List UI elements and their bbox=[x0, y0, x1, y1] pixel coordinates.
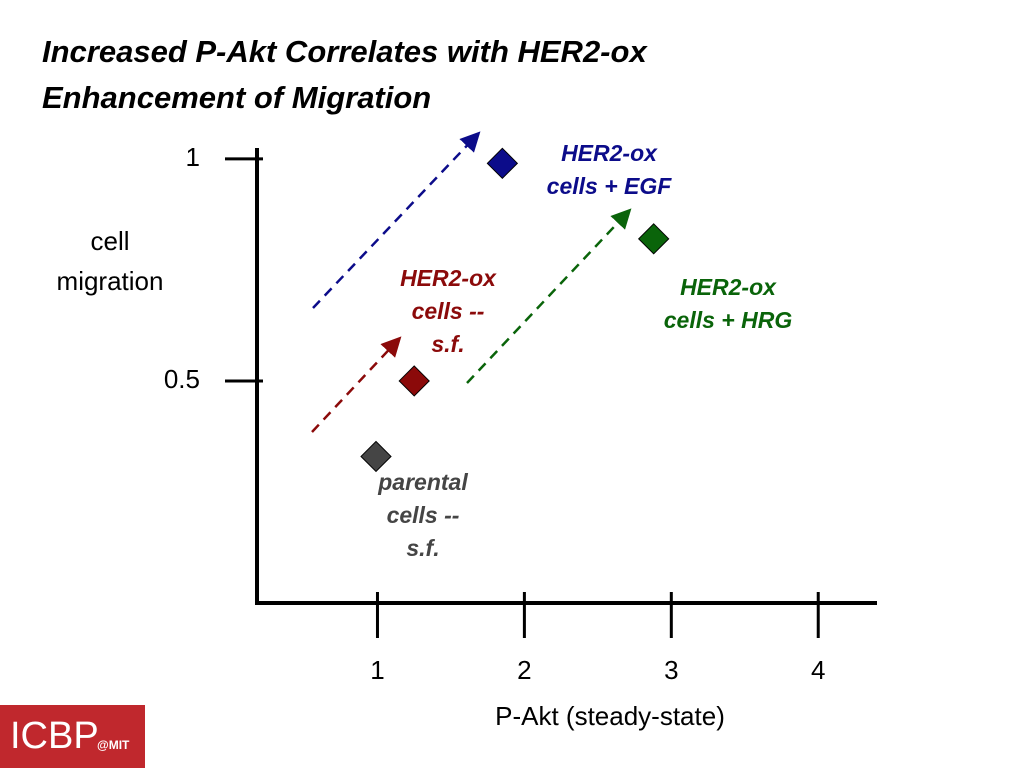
point-label: cells -- bbox=[412, 298, 485, 324]
arrow bbox=[311, 336, 402, 433]
point-label: cells -- bbox=[387, 502, 460, 528]
arrows bbox=[311, 131, 632, 433]
point-label: HER2-ox bbox=[561, 140, 658, 166]
data-point bbox=[398, 365, 430, 397]
chart-title: Enhancement of Migration bbox=[42, 80, 431, 115]
data-point bbox=[360, 440, 392, 473]
x-tick-label: 3 bbox=[664, 655, 678, 685]
x-axis-title: P-Akt (steady-state) bbox=[495, 701, 725, 731]
point-label: HER2-ox bbox=[680, 274, 777, 300]
y-axis-title: migration bbox=[57, 266, 164, 296]
logo: ICBP bbox=[10, 715, 99, 757]
logo-suffix: @MIT bbox=[97, 738, 130, 752]
logo-box bbox=[0, 705, 145, 768]
arrow bbox=[466, 208, 632, 384]
point-label: cells + EGF bbox=[547, 173, 673, 199]
chart-title: Increased P-Akt Correlates with HER2-ox bbox=[42, 34, 648, 69]
point-label: parental bbox=[377, 469, 468, 495]
arrow bbox=[312, 131, 481, 309]
point-label: s.f. bbox=[406, 535, 439, 561]
x-tick-label: 2 bbox=[517, 655, 531, 685]
point-label: HER2-ox bbox=[400, 265, 497, 291]
y-axis-title: cell bbox=[90, 226, 129, 256]
x-tick-label: 4 bbox=[811, 655, 825, 685]
data-point bbox=[486, 147, 519, 180]
point-label: cells + HRG bbox=[664, 307, 793, 333]
data-point bbox=[637, 223, 670, 255]
x-tick-label: 1 bbox=[370, 655, 384, 685]
y-tick-label: 1 bbox=[186, 142, 200, 172]
point-label: s.f. bbox=[431, 331, 464, 357]
y-tick-label: 0.5 bbox=[164, 364, 200, 394]
